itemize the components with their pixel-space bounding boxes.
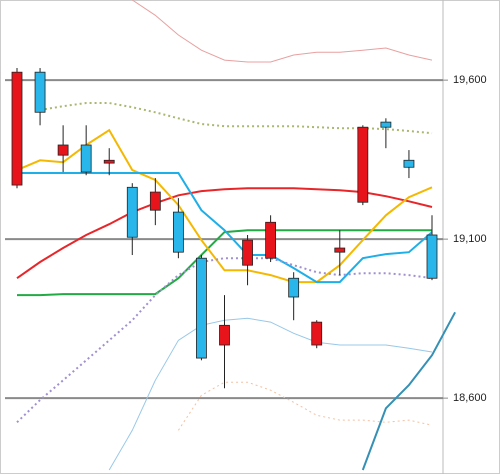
indicator-line — [108, 317, 433, 471]
candle-body — [196, 257, 207, 359]
candle-body — [288, 277, 300, 298]
candle-body — [80, 144, 92, 173]
indicator-line — [39, 102, 433, 135]
candle-body — [334, 247, 346, 253]
indicator-line — [17, 229, 432, 297]
candle-body — [126, 186, 138, 238]
candle-body — [11, 71, 23, 186]
candle-body — [149, 191, 161, 211]
candle-body — [172, 211, 184, 253]
indicator-line — [177, 381, 433, 431]
candle-body — [57, 144, 69, 156]
indicator-line — [132, 0, 433, 63]
candle-body — [357, 126, 369, 203]
candle-body — [265, 221, 277, 259]
y-tick-label: 18,600 — [453, 392, 487, 404]
candle-body — [103, 159, 115, 164]
candle-body — [34, 71, 46, 113]
indicator-line — [361, 311, 456, 471]
candle-body — [242, 239, 253, 266]
candle-body — [403, 159, 415, 168]
y-tick-label: 19,100 — [453, 233, 487, 245]
candle-body — [426, 234, 438, 279]
y-tick-label: 19,600 — [453, 74, 487, 86]
candle-body — [380, 121, 392, 128]
candle-body — [219, 324, 230, 346]
candle-body — [311, 321, 323, 346]
